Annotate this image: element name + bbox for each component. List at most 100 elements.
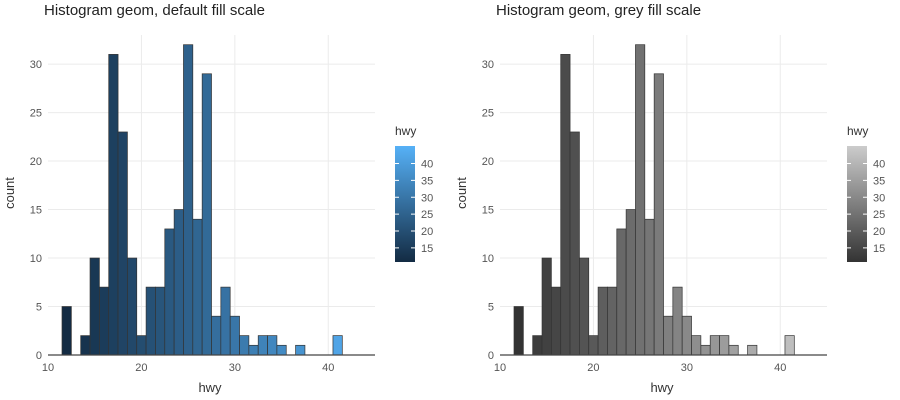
legend-label: 20 [873,226,885,238]
histogram-bar [80,335,91,356]
histogram-bar [192,218,203,356]
y-tick-label: 25 [30,108,42,120]
legend-label: 25 [873,209,885,221]
histogram-bar [551,286,562,356]
histogram-bar [61,306,72,356]
legend-colorbar [395,146,415,262]
histogram-bar [681,315,692,356]
histogram-bar [239,335,250,356]
histogram-bar [267,335,278,356]
x-tick-label: 10 [42,362,54,374]
y-tick-label: 10 [30,253,42,265]
histogram-bars [61,44,343,356]
y-tick-label: 20 [30,156,42,168]
y-tick-label: 5 [488,302,494,314]
x-tick-label: 20 [587,362,599,374]
histogram-bar [183,44,194,356]
legend-title: hwy [395,124,416,138]
histogram-bar [108,54,119,356]
histogram-bar [155,286,166,356]
histogram-bar [672,286,683,356]
histogram-bar [625,209,636,356]
legend-label: 15 [873,243,885,255]
x-tick-label: 10 [494,362,506,374]
y-tick-labels: 0 5 10 15 20 25 30 [30,59,42,362]
chart-panel-default: Histogram geom, default fill scale 10 20 3… [2,2,433,395]
y-axis-title: count [454,177,469,209]
histogram-bar [117,131,128,356]
histogram-bar [560,54,571,356]
histogram-bar [616,228,627,356]
legend-label: 40 [421,159,433,171]
histogram-bar [579,257,590,356]
x-tick-label: 20 [135,362,147,374]
legend-label: 35 [873,175,885,187]
histogram-bar [229,315,240,356]
histogram-bar [569,131,580,356]
histogram-bar [211,315,222,356]
histogram-bar [201,73,212,356]
histogram-bar [173,209,184,356]
histogram-bar [784,335,795,356]
legend-colorbar [847,146,867,262]
y-tick-label: 25 [482,108,494,120]
y-tick-label: 20 [482,156,494,168]
histogram-bar [220,286,231,356]
y-tick-label: 15 [30,205,42,217]
y-tick-labels: 0 5 10 15 20 25 30 [482,59,494,362]
y-tick-label: 5 [36,302,42,314]
histogram-bar [127,257,138,356]
legend: hwy 40 35 30 25 20 15 [847,124,885,262]
legend-labels: 40 35 30 25 20 15 [395,159,433,255]
histogram-bar [541,257,552,356]
histogram-bar [607,286,618,356]
y-tick-label: 0 [488,350,494,362]
legend-title: hwy [847,124,868,138]
histogram-bar [663,315,674,356]
histogram-bar [728,344,739,356]
histogram-bar [653,73,664,356]
y-tick-label: 30 [482,59,494,71]
histogram-bar [747,344,758,356]
histogram-bar [145,286,156,356]
x-tick-label: 40 [774,362,786,374]
legend-label: 40 [873,159,885,171]
chart-title: Histogram geom, grey fill scale [496,2,701,19]
histogram-bar [99,286,110,356]
y-tick-label: 10 [482,253,494,265]
y-tick-label: 30 [30,59,42,71]
legend-labels: 40 35 30 25 20 15 [847,159,885,255]
histogram-bar [532,335,543,356]
legend-label: 15 [421,243,433,255]
legend-label: 35 [421,175,433,187]
legend: hwy 40 35 30 25 20 15 [395,124,433,262]
histogram-bar [635,44,646,356]
histogram-bar [164,228,175,356]
x-tick-label: 40 [322,362,334,374]
histogram-bar [644,218,655,356]
y-tick-label: 0 [36,350,42,362]
histogram-bar [248,344,259,356]
x-tick-labels: 10 20 30 40 [494,362,787,374]
histogram-bar [332,335,343,356]
histogram-bar [700,344,711,356]
chart-title: Histogram geom, default fill scale [44,2,265,19]
x-tick-label: 30 [229,362,241,374]
histogram-bar [136,335,147,356]
histogram-bar [719,335,730,356]
y-axis-title: count [2,177,17,209]
legend-label: 20 [421,226,433,238]
x-tick-labels: 10 20 30 40 [42,362,335,374]
histogram-bar [257,335,268,356]
histogram-bar [513,306,524,356]
histogram-bar [276,344,287,356]
y-tick-label: 15 [482,205,494,217]
x-axis-title: hwy [198,380,222,395]
x-axis-title: hwy [650,380,674,395]
legend-label: 30 [873,192,885,204]
x-tick-label: 30 [681,362,693,374]
histogram-bar [597,286,608,356]
histogram-bar [588,335,599,356]
legend-label: 25 [421,209,433,221]
